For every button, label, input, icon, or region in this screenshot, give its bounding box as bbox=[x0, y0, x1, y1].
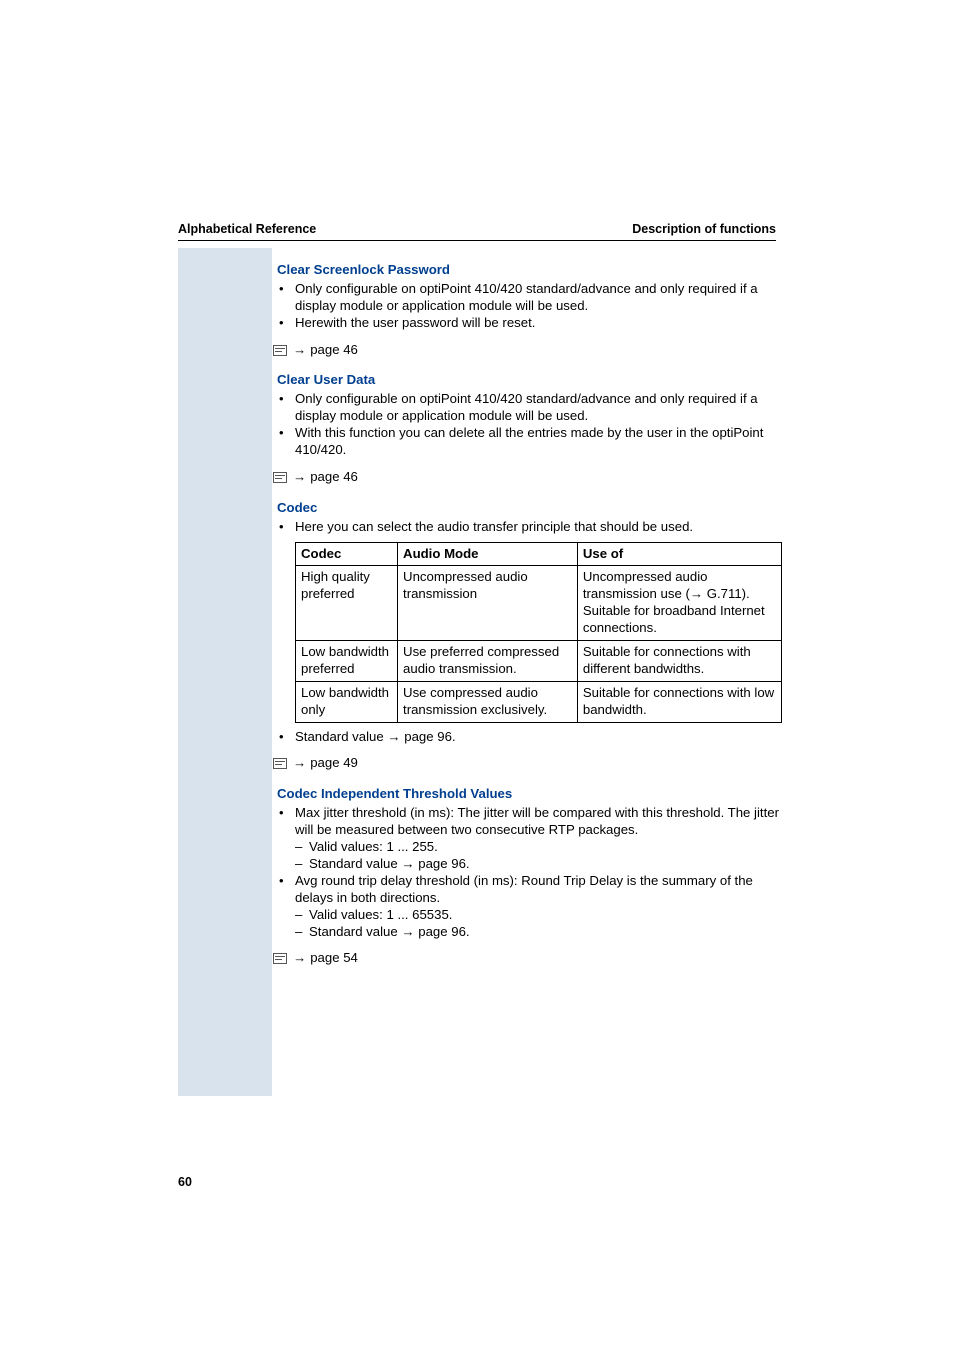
table-row: Low bandwidth preferred Use preferred co… bbox=[296, 641, 782, 682]
bullet-list: Only configurable on optiPoint 410/420 s… bbox=[277, 281, 782, 332]
arrow-icon: → bbox=[293, 342, 306, 359]
table-cell: High quality preferred bbox=[296, 566, 398, 641]
page-ref-icon bbox=[273, 472, 287, 483]
text-fragment: Avg round trip delay threshold (in ms): … bbox=[295, 873, 753, 905]
table-cell: Low bandwidth preferred bbox=[296, 641, 398, 682]
text-fragment: Standard value bbox=[309, 856, 401, 871]
table-header-cell: Audio Mode bbox=[398, 542, 578, 566]
section-title-codec: Codec bbox=[277, 500, 782, 517]
bullet-item: Avg round trip delay threshold (in ms): … bbox=[277, 873, 782, 941]
table-cell: Suitable for connections with different … bbox=[577, 641, 781, 682]
sub-item: Standard value → page 96. bbox=[295, 856, 782, 873]
bullet-item: Here you can select the audio transfer p… bbox=[277, 519, 782, 536]
codec-table: Codec Audio Mode Use of High quality pre… bbox=[295, 542, 782, 723]
bullet-item: Only configurable on optiPoint 410/420 s… bbox=[277, 391, 782, 425]
page-reference[interactable]: → page 46 bbox=[273, 469, 782, 486]
bullet-item: Max jitter threshold (in ms): The jitter… bbox=[277, 805, 782, 873]
text-fragment: page 96. bbox=[418, 924, 469, 939]
text-fragment: Standard value bbox=[295, 729, 387, 744]
table-cell: Uncompressed audio transmission bbox=[398, 566, 578, 641]
arrow-icon: → bbox=[293, 469, 306, 486]
arrow-icon: → bbox=[387, 729, 400, 744]
page-reference[interactable]: → page 46 bbox=[273, 342, 782, 359]
page-ref-label: page 46 bbox=[310, 469, 358, 486]
table-header-cell: Codec bbox=[296, 542, 398, 566]
section-title-codec-independent: Codec Independent Threshold Values bbox=[277, 786, 782, 803]
sub-list: Valid values: 1 ... 255. Standard value … bbox=[295, 839, 782, 873]
page-ref-label: page 54 bbox=[310, 950, 358, 967]
page-ref-icon bbox=[273, 758, 287, 769]
page-ref-label: page 46 bbox=[310, 342, 358, 359]
section-title-clear-user-data: Clear User Data bbox=[277, 372, 782, 389]
bullet-item: Only configurable on optiPoint 410/420 s… bbox=[277, 281, 782, 315]
bullet-list: Max jitter threshold (in ms): The jitter… bbox=[277, 805, 782, 940]
page-number: 60 bbox=[178, 1175, 192, 1189]
bullet-list: Here you can select the audio transfer p… bbox=[277, 519, 782, 536]
table-cell: Use compressed audio transmission exclus… bbox=[398, 681, 578, 722]
bullet-item: Standard value → page 96. bbox=[277, 729, 782, 746]
page-header: Alphabetical Reference Description of fu… bbox=[178, 222, 776, 241]
text-fragment: Max jitter threshold (in ms): The jitter… bbox=[295, 805, 779, 837]
sidebar-background bbox=[178, 248, 272, 1096]
table-cell: Low bandwidth only bbox=[296, 681, 398, 722]
page-ref-label: page 49 bbox=[310, 755, 358, 772]
arrow-icon: → bbox=[293, 755, 306, 772]
sub-item: Valid values: 1 ... 255. bbox=[295, 839, 782, 856]
table-cell: Uncompressed audio transmission use (→ G… bbox=[577, 566, 781, 641]
table-cell: Suitable for connections with low bandwi… bbox=[577, 681, 781, 722]
bullet-list: Only configurable on optiPoint 410/420 s… bbox=[277, 391, 782, 459]
sub-list: Valid values: 1 ... 65535. Standard valu… bbox=[295, 907, 782, 941]
sub-item: Valid values: 1 ... 65535. bbox=[295, 907, 782, 924]
section-title-clear-screenlock: Clear Screenlock Password bbox=[277, 262, 782, 279]
bullet-list: Standard value → page 96. bbox=[277, 729, 782, 746]
text-fragment: Standard value bbox=[309, 924, 401, 939]
bullet-item: Herewith the user password will be reset… bbox=[277, 315, 782, 332]
main-content: Clear Screenlock Password Only configura… bbox=[277, 262, 782, 981]
text-fragment: page 96. bbox=[404, 729, 455, 744]
page-reference[interactable]: → page 49 bbox=[273, 755, 782, 772]
text-fragment: page 96. bbox=[418, 856, 469, 871]
sub-item: Standard value → page 96. bbox=[295, 924, 782, 941]
table-row: Low bandwidth only Use compressed audio … bbox=[296, 681, 782, 722]
arrow-icon: → bbox=[293, 950, 306, 967]
page-ref-icon bbox=[273, 953, 287, 964]
page-reference[interactable]: → page 54 bbox=[273, 950, 782, 967]
bullet-item: With this function you can delete all th… bbox=[277, 425, 782, 459]
header-left: Alphabetical Reference bbox=[178, 222, 316, 236]
arrow-icon: → bbox=[401, 856, 414, 871]
table-row: High quality preferred Uncompressed audi… bbox=[296, 566, 782, 641]
table-header-row: Codec Audio Mode Use of bbox=[296, 542, 782, 566]
header-right: Description of functions bbox=[632, 222, 776, 236]
table-cell: Use preferred compressed audio transmiss… bbox=[398, 641, 578, 682]
table-header-cell: Use of bbox=[577, 542, 781, 566]
page-ref-icon bbox=[273, 345, 287, 356]
arrow-icon: → bbox=[401, 924, 414, 939]
